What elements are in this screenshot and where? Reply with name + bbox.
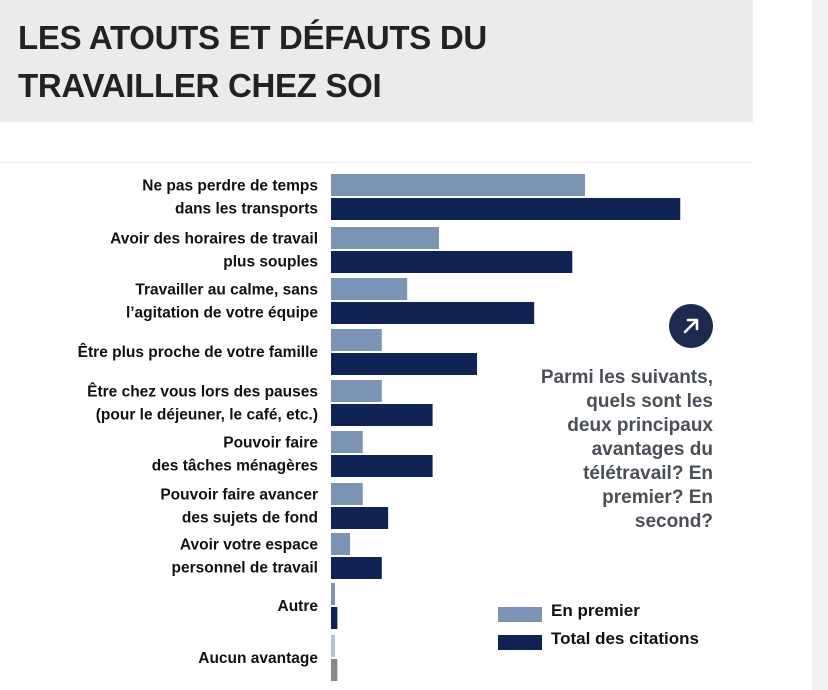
category-label-line: Avoir votre espace <box>180 537 319 554</box>
bar-total-cat-5 <box>331 455 433 477</box>
bar-en-premier-cat-3 <box>331 329 382 351</box>
category-label-cat-2: Travailler au calme, sans l’agitation de … <box>126 282 318 322</box>
bar-en-premier-cat-4 <box>331 380 382 402</box>
bar-en-premier-cat-5 <box>331 431 363 453</box>
category-label-line: Être plus proche de votre famille <box>78 343 319 361</box>
bar-total-cat-9 <box>331 659 338 681</box>
legend-label-en-premier: En premier <box>551 601 640 620</box>
legend-swatch-total <box>498 635 542 650</box>
category-label-line: Pouvoir faire <box>223 435 318 452</box>
bar-total-cat-1 <box>331 251 573 273</box>
bar-en-premier-cat-9 <box>331 635 335 657</box>
category-label-cat-5: Pouvoir faire des tâches ménagères <box>152 435 319 475</box>
category-label-cat-4: Être chez vous lors des pauses (pour le d… <box>87 383 318 424</box>
bar-en-premier-cat-2 <box>331 278 408 300</box>
bar-en-premier-cat-6 <box>331 483 363 505</box>
category-label-line: Travailler au calme, sans <box>135 282 318 299</box>
survey-question: Parmi les suivants, quels sont les deux … <box>540 367 713 532</box>
bar-total-cat-2 <box>331 302 535 324</box>
category-label-cat-3: Être plus proche de votre famille <box>78 343 319 361</box>
bar-en-premier-cat-1 <box>331 227 439 249</box>
category-label-line: Pouvoir faire avancer <box>160 487 318 504</box>
bar-en-premier-cat-8 <box>331 583 335 605</box>
legend-label-total: Total des citations <box>551 629 699 648</box>
title-line-1: LES ATOUTS ET DÉFAUTS DU <box>18 19 487 56</box>
legend-swatch-en-premier <box>498 607 542 622</box>
category-label-line: Aucun avantage <box>198 650 318 667</box>
category-label-cat-7: Avoir votre espace personnel de travail <box>172 537 319 577</box>
category-label-line: Autre <box>278 598 319 615</box>
category-label-line: Être chez vous lors des pauses <box>87 383 318 401</box>
category-label-line: l’agitation de votre équipe <box>126 305 318 322</box>
page-scroll-gutter <box>812 0 828 690</box>
category-label-cat-0: Ne pas perdre de temps dans les transport… <box>142 178 318 218</box>
category-label-cat-6: Pouvoir faire avancer des sujets de fond <box>160 487 318 527</box>
share-button[interactable] <box>669 304 713 348</box>
legend-item-en-premier: En premier <box>498 600 758 628</box>
category-label-line: dans les transports <box>175 201 318 218</box>
header-band: LES ATOUTS ET DÉFAUTS DU TRAVAILLER CHEZ… <box>0 0 753 122</box>
bar-en-premier-cat-7 <box>331 533 351 555</box>
divider <box>0 162 752 163</box>
bar-total-cat-4 <box>331 404 433 426</box>
category-label-line: Ne pas perdre de temps <box>142 178 318 195</box>
chart-legend: En premier Total des citations <box>498 600 758 656</box>
arrow-up-right-icon <box>683 318 699 334</box>
bar-total-cat-3 <box>331 353 478 375</box>
category-label-line: Avoir des horaires de travail <box>110 231 318 248</box>
bar-total-cat-6 <box>331 507 389 529</box>
category-label-line: des tâches ménagères <box>152 458 318 475</box>
title-line-2: TRAVAILLER CHEZ SOI <box>18 67 382 104</box>
category-label-cat-1: Avoir des horaires de travail plus souple… <box>110 231 318 271</box>
category-label-cat-8: Autre <box>278 598 319 615</box>
category-label-line: plus souples <box>223 254 318 271</box>
legend-item-total: Total des citations <box>498 628 758 656</box>
category-label-line: (pour le déjeuner, le café, etc.) <box>96 407 318 424</box>
category-label-line: personnel de travail <box>172 560 318 577</box>
bar-en-premier-cat-0 <box>331 174 585 196</box>
page-title: LES ATOUTS ET DÉFAUTS DU TRAVAILLER CHEZ… <box>18 14 738 110</box>
bar-total-cat-8 <box>331 607 338 629</box>
category-label-line: des sujets de fond <box>182 510 318 527</box>
category-label-cat-9: Aucun avantage <box>198 650 318 667</box>
bar-total-cat-7 <box>331 557 382 579</box>
bar-total-cat-0 <box>331 198 681 220</box>
